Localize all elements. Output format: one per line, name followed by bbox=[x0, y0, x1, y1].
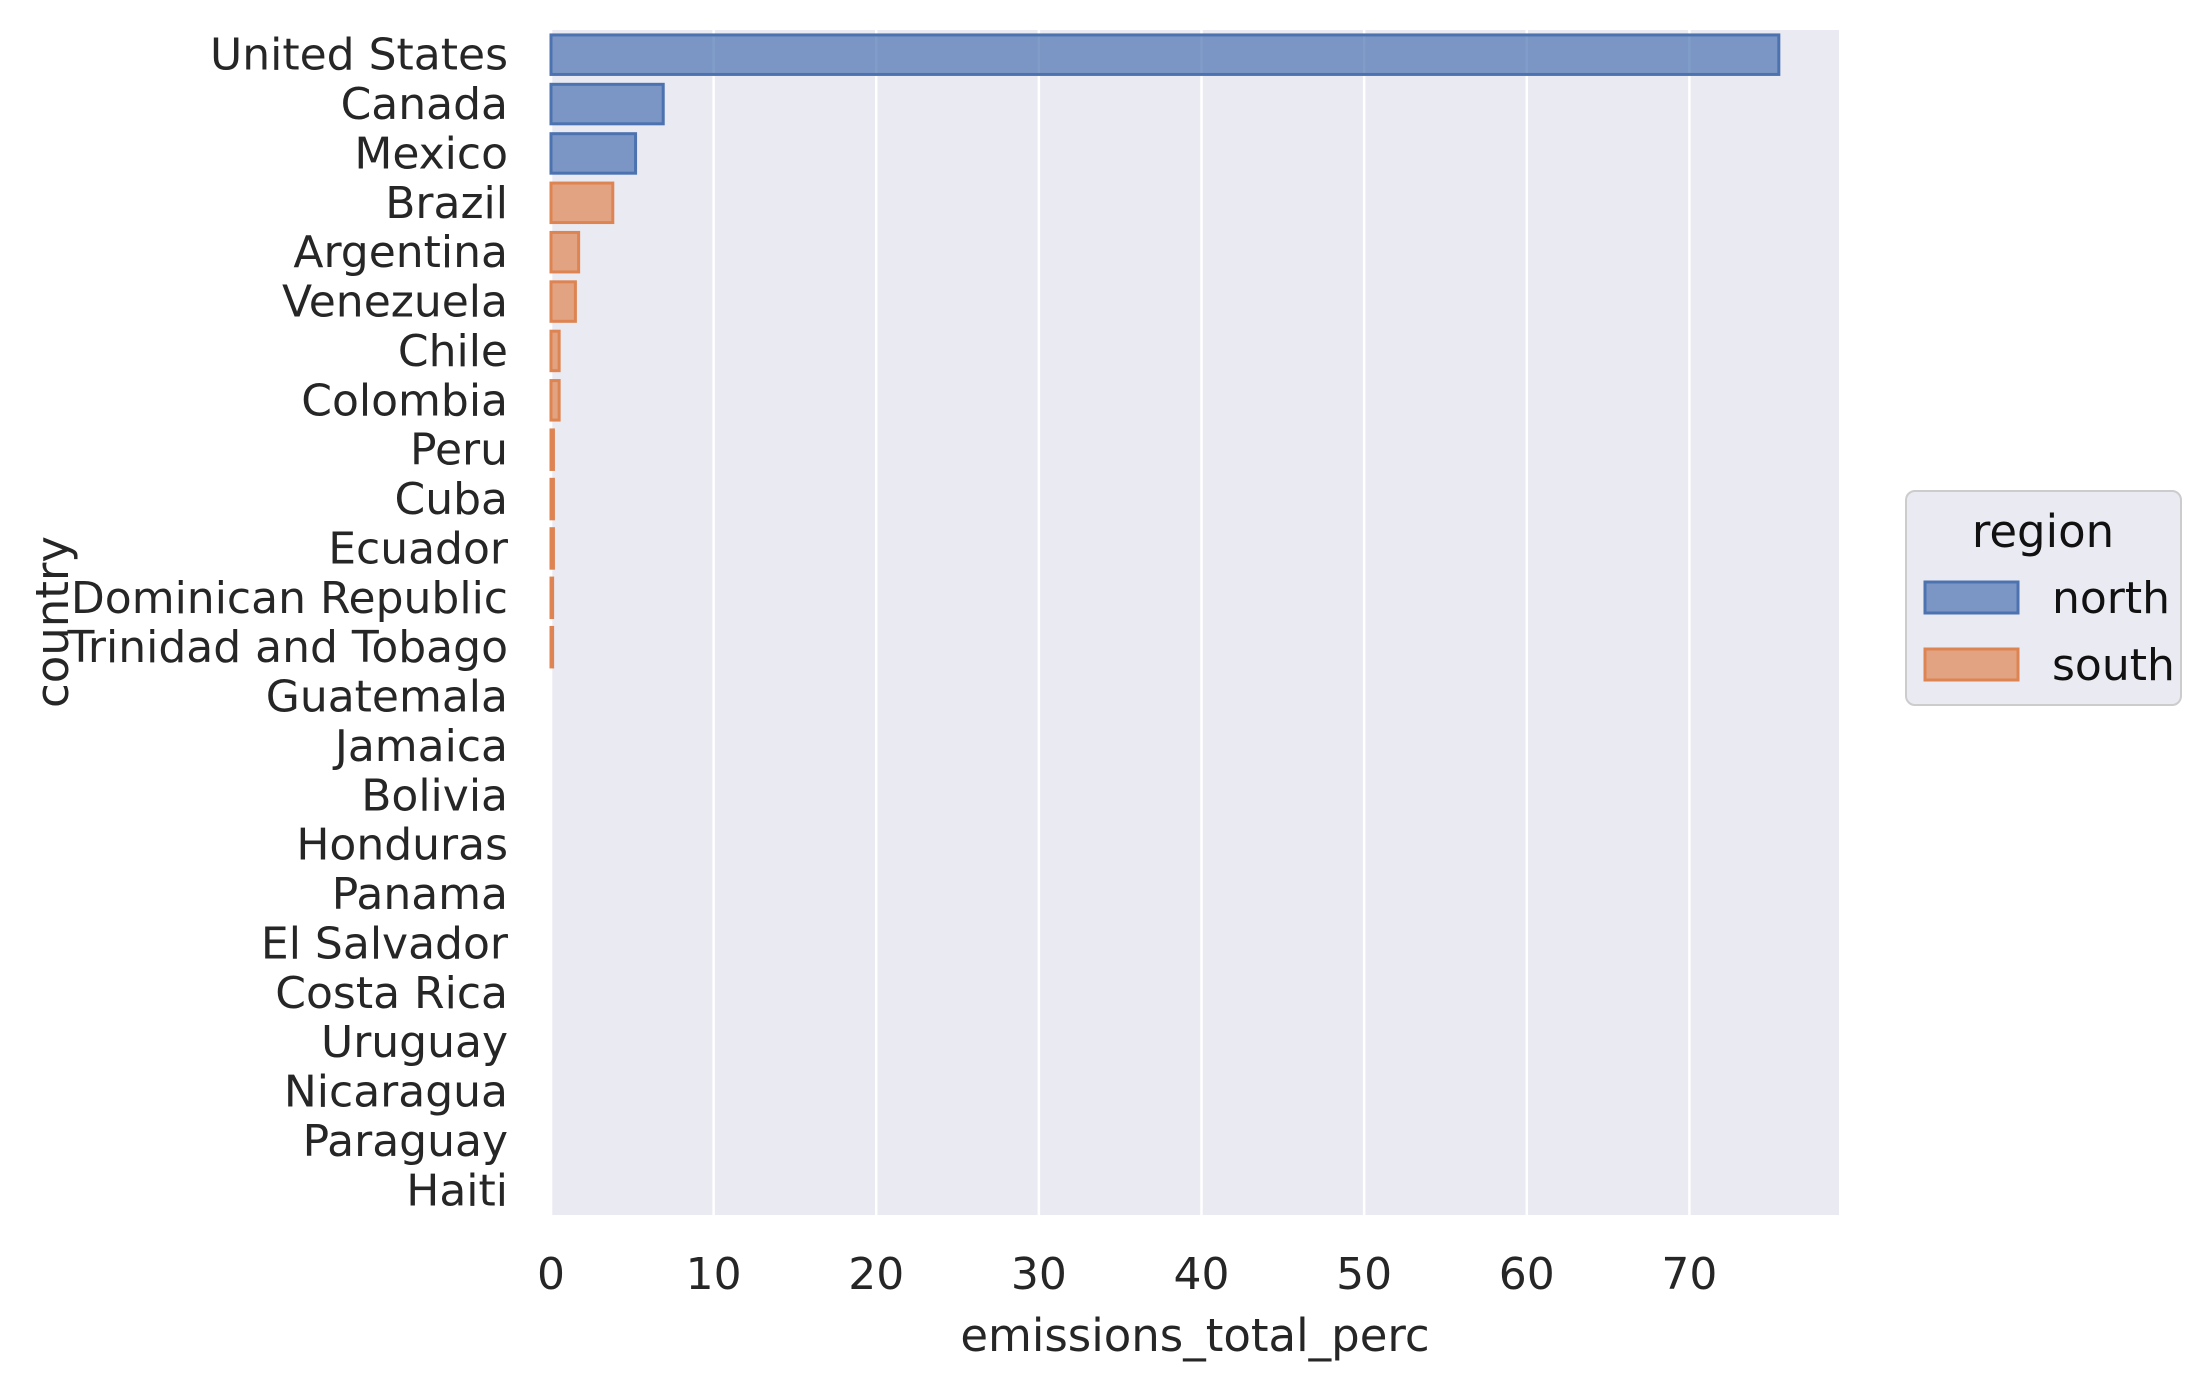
legend-swatch-north bbox=[1923, 580, 2020, 615]
y-tick-label-bolivia: Bolivia bbox=[361, 770, 508, 821]
legend: region north south bbox=[1905, 490, 2182, 706]
bar-venezuela bbox=[549, 280, 577, 323]
y-tick-label-brazil: Brazil bbox=[385, 178, 508, 229]
y-tick-label-chile: Chile bbox=[398, 326, 508, 377]
bar-colombia bbox=[549, 379, 561, 422]
x-tick-label-0: 0 bbox=[537, 1249, 565, 1300]
x-tick-label-70: 70 bbox=[1661, 1249, 1717, 1300]
y-tick-label-jamaica: Jamaica bbox=[332, 721, 508, 772]
bar-mexico bbox=[549, 132, 638, 175]
x-tick-label-50: 50 bbox=[1336, 1249, 1392, 1300]
y-tick-label-paraguay: Paraguay bbox=[303, 1116, 508, 1167]
y-tick-label-trinidad-and-tobago: Trinidad and Tobago bbox=[67, 622, 508, 673]
x-tick-label-60: 60 bbox=[1499, 1249, 1555, 1300]
y-tick-label-nicaragua: Nicaragua bbox=[284, 1067, 508, 1118]
y-axis-label: country bbox=[26, 536, 79, 708]
y-tick-label-honduras: Honduras bbox=[296, 820, 508, 871]
legend-label-north: north bbox=[2052, 573, 2170, 624]
bar-dominican-republic bbox=[549, 576, 555, 620]
y-tick-label-venezuela: Venezuela bbox=[282, 277, 508, 328]
gridlines bbox=[549, 30, 1691, 1215]
bar-argentina bbox=[549, 230, 581, 274]
y-tick-label-canada: Canada bbox=[341, 79, 508, 130]
x-tick-label-10: 10 bbox=[686, 1249, 742, 1300]
y-tick-label-panama: Panama bbox=[332, 869, 508, 920]
y-tick-label-colombia: Colombia bbox=[301, 375, 508, 426]
y-tick-label-uruguay: Uruguay bbox=[321, 1017, 508, 1068]
legend-title: region bbox=[1972, 505, 2114, 558]
y-tick-labels: United StatesCanadaMexicoBrazilArgentina… bbox=[67, 30, 509, 1217]
bar-canada bbox=[549, 82, 665, 126]
y-tick-label-dominican-republic: Dominican Republic bbox=[71, 573, 508, 624]
x-tick-label-40: 40 bbox=[1174, 1249, 1230, 1300]
y-tick-label-argentina: Argentina bbox=[293, 227, 508, 278]
y-tick-label-costa-rica: Costa Rica bbox=[275, 968, 508, 1019]
x-tick-labels: 0 10 20 30 40 50 60 70 bbox=[537, 1249, 1717, 1300]
legend-label-south: south bbox=[2052, 640, 2175, 691]
bar-ecuador bbox=[549, 527, 555, 570]
x-tick-label-30: 30 bbox=[1011, 1249, 1067, 1300]
legend-items: north south bbox=[1923, 573, 2175, 691]
x-axis-label: emissions_total_perc bbox=[960, 1309, 1429, 1362]
bar-trinidad-and-tobago bbox=[549, 625, 555, 669]
bar-united-states bbox=[549, 33, 1781, 76]
bar-chile bbox=[549, 329, 561, 373]
legend-swatch-south bbox=[1923, 647, 2020, 682]
plot-background bbox=[551, 30, 1839, 1215]
bar-cuba bbox=[549, 477, 555, 521]
y-tick-label-haiti: Haiti bbox=[406, 1165, 508, 1216]
y-tick-label-el-salvador: El Salvador bbox=[261, 918, 509, 969]
y-tick-label-united-states: United States bbox=[210, 30, 508, 81]
y-tick-label-mexico: Mexico bbox=[354, 128, 508, 179]
y-tick-label-guatemala: Guatemala bbox=[266, 672, 508, 723]
x-tick-label-20: 20 bbox=[848, 1249, 904, 1300]
bar-peru bbox=[549, 428, 555, 471]
bars-group bbox=[549, 33, 1781, 669]
bar-brazil bbox=[549, 181, 615, 225]
y-tick-label-cuba: Cuba bbox=[394, 474, 508, 525]
y-tick-label-peru: Peru bbox=[410, 425, 508, 476]
y-tick-label-ecuador: Ecuador bbox=[328, 523, 509, 574]
